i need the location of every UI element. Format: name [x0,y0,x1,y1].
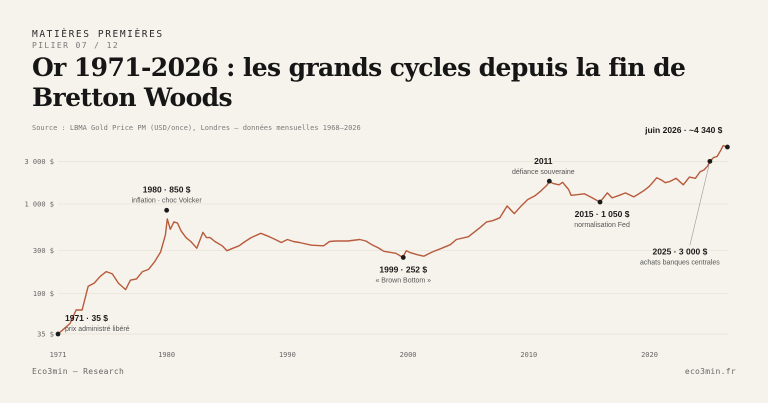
x-tick-label: 1990 [279,351,296,359]
annotation-point [400,255,406,260]
annotation-leader [689,161,711,246]
annotation-note: normalisation Fed [574,222,630,229]
chart-title: Or 1971-2026 : les grands cycles depuis … [32,53,686,112]
annotation-note: « Brown Bottom » [375,277,431,284]
y-tick-label: 1 000 $ [24,200,54,208]
annotation-title: 2015 · 1 050 $ [575,209,630,219]
x-tick-label: 1980 [158,351,175,359]
gold-price-line [57,144,728,335]
annotation-point [55,331,61,337]
annotation-point [707,158,713,164]
x-tick-label: 1971 [50,351,67,359]
x-tick-label: 2000 [400,351,417,359]
annotation-point [597,199,603,205]
x-tick-label: 2010 [520,351,537,359]
annotation-title: 1999 · 252 $ [379,264,427,274]
section-kicker: MATIÈRES PREMIÈRES [32,29,164,40]
annotation-note: prix administré libéré [65,326,130,333]
annotation-note: défiance souveraine [512,169,575,176]
annotation-title: 1971 · 35 $ [65,313,108,323]
y-tick-label: 300 $ [33,247,54,255]
annotation-title: 2025 · 3 000 $ [652,246,707,256]
y-tick-label: 3 000 $ [24,158,54,166]
annotation-title: 1980 · 850 $ [143,184,191,194]
x-tick-label: 2020 [641,351,658,359]
annotation-point [724,144,730,150]
annotation-title: 2011 [534,156,553,166]
annotation-point [164,207,170,213]
annotation-note: inflation · choc Volcker [132,197,203,204]
annotation-note: achats banques centrales [640,259,720,266]
pillar-counter: PILIER 07 / 12 [32,41,120,50]
footer-brand: Eco3min — Research [32,367,125,376]
annotation-point [546,178,552,184]
annotation-title: juin 2026 · ~4 340 $ [644,125,723,135]
source-note: Source : LBMA Gold Price PM (USD/once), … [32,124,361,132]
y-tick-label: 35 $ [37,331,54,339]
y-tick-label: 100 $ [33,290,54,298]
footer-url: eco3min.fr [684,367,736,376]
